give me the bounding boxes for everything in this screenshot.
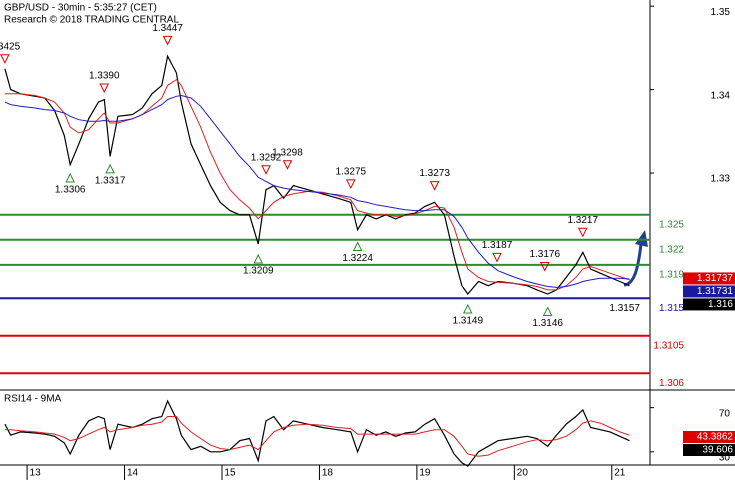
low-label: 1.3306 <box>55 185 86 196</box>
high-marker <box>577 227 588 238</box>
high-label: 1.3292 <box>251 152 282 163</box>
high-label: 1.3447 <box>152 23 183 34</box>
high-label: 1.3275 <box>336 167 367 178</box>
high-marker <box>0 54 10 64</box>
price-box-label: 39.606 <box>702 445 733 456</box>
y-tick-label: 1.33 <box>711 174 731 185</box>
low-marker <box>105 163 115 174</box>
price-box <box>683 431 735 444</box>
high-marker <box>492 252 502 263</box>
price-box-label: 1.31737 <box>697 273 734 284</box>
price-box-label: 1.316 <box>708 299 733 310</box>
x-tick-label: 14 <box>127 468 139 479</box>
high-marker <box>539 262 550 272</box>
chart-subtitle: Research © 2018 TRADING CENTRAL <box>4 15 179 26</box>
y-tick-label: 1.34 <box>711 90 731 101</box>
high-marker <box>99 83 110 94</box>
forecast-arrowhead <box>635 230 648 247</box>
x-tick-label: 21 <box>614 468 626 479</box>
low-label: 1.3224 <box>342 253 373 264</box>
low-marker <box>65 172 75 183</box>
level-label: 1.319 <box>659 269 684 280</box>
series-line <box>4 416 630 457</box>
high-marker <box>162 35 173 46</box>
high-label: 1.3187 <box>482 240 513 251</box>
price-box <box>683 272 735 285</box>
price-box <box>683 444 735 457</box>
high-marker <box>429 181 440 191</box>
low-label: 1.3317 <box>95 176 126 187</box>
level-label: 1.322 <box>659 244 684 255</box>
low-label: 1.3146 <box>532 318 563 329</box>
low-marker <box>462 303 473 314</box>
high-marker <box>261 165 271 175</box>
price-box <box>683 285 735 298</box>
x-tick-label: 19 <box>419 468 431 479</box>
high-label: 1.3298 <box>272 147 303 158</box>
high-label: 1.3273 <box>419 168 450 179</box>
price-box <box>683 298 735 311</box>
y-tick-label: 1.35 <box>711 7 731 18</box>
series-line <box>4 54 630 295</box>
x-tick-label: 20 <box>517 468 529 479</box>
price-box-label: 1.31731 <box>697 286 734 297</box>
low-marker <box>542 306 553 317</box>
low-marker <box>253 253 264 264</box>
chart-title: GBP/USD - 30min - 5:35:27 (CET) <box>4 3 157 14</box>
level-label: 1.325 <box>659 219 684 230</box>
high-label: 1.3425 <box>0 41 21 52</box>
target-label: 1.3157 <box>609 303 640 314</box>
y-tick-label: 30 <box>719 452 731 463</box>
low-marker <box>352 241 363 251</box>
high-label: 1.3176 <box>529 249 560 260</box>
x-tick-label: 15 <box>224 468 236 479</box>
panel-title: RSI14 - 9MA <box>4 394 62 405</box>
high-label: 1.3390 <box>89 71 120 82</box>
price-box-label: 43.3862 <box>697 432 734 443</box>
high-label: 1.3217 <box>567 215 598 226</box>
level-label: 1.306 <box>659 378 684 389</box>
x-tick-label: 13 <box>30 468 42 479</box>
series-line <box>4 399 630 467</box>
low-label: 1.3149 <box>452 316 483 327</box>
series-line <box>4 78 630 291</box>
low-label: 1.3209 <box>243 266 274 277</box>
level-label: 1.3105 <box>653 340 684 351</box>
high-marker <box>346 179 356 190</box>
y-tick-label: 70 <box>719 408 731 419</box>
level-label: 1.315 <box>659 303 684 314</box>
x-tick-label: 18 <box>322 468 334 479</box>
series-line <box>4 94 630 288</box>
high-marker <box>282 160 293 170</box>
